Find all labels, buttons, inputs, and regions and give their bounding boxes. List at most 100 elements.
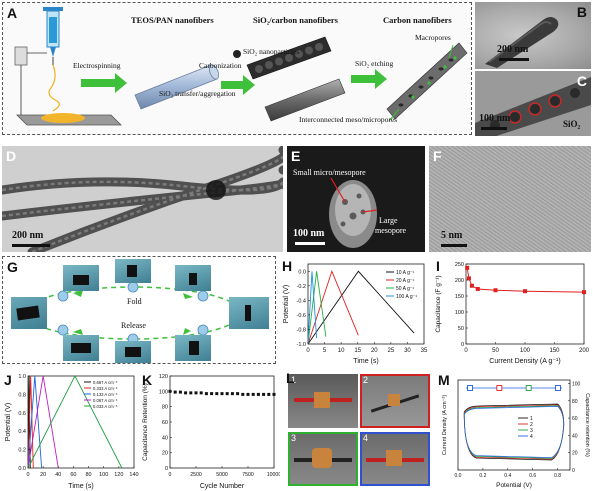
panel-l-photos: L 1 2 3 4 bbox=[284, 370, 434, 490]
chart-i-frame bbox=[465, 263, 585, 345]
chart-m-cv-0 bbox=[463, 403, 565, 461]
chart-k-ytick: 80 bbox=[162, 405, 168, 411]
collector-plate-icon bbox=[16, 113, 122, 126]
photo-number-3: 3 bbox=[291, 433, 297, 443]
chart-k-ytick: 60 bbox=[162, 420, 168, 426]
chart-h-xtick: 30 bbox=[404, 348, 411, 354]
chart-h-ytick: -1.0 bbox=[297, 342, 306, 348]
syringe-icon bbox=[43, 7, 63, 65]
photo-number-2: 2 bbox=[363, 375, 369, 385]
panel-label-g: G bbox=[7, 259, 18, 275]
panel-a: A bbox=[2, 2, 472, 135]
chart-m-retention-point bbox=[525, 385, 532, 391]
chart-i-ytick: 250 bbox=[455, 262, 464, 268]
chart-j-ytick: 0.6 bbox=[18, 411, 26, 417]
panel-label-l: L bbox=[286, 370, 295, 386]
chart-m-xtick: 0.0 bbox=[455, 473, 462, 479]
panel-label-e: E bbox=[291, 148, 301, 164]
fold-photo-6 bbox=[175, 335, 211, 361]
chart-j-series-1 bbox=[27, 375, 34, 469]
step-electrospinning: Electrospinning bbox=[73, 61, 121, 70]
chart-m-ytick-right: 40 bbox=[572, 433, 578, 439]
chart-k-point bbox=[220, 392, 224, 396]
label-fold: Fold bbox=[127, 297, 142, 306]
chart-k-frame bbox=[169, 375, 275, 469]
photo-number-4: 4 bbox=[363, 433, 369, 443]
chart-j-xtick: 40 bbox=[55, 472, 61, 478]
fiber-end-drawing bbox=[329, 177, 378, 248]
chart-m-frame bbox=[457, 379, 571, 471]
chart-k-point bbox=[256, 392, 260, 396]
chart-m-ytick-right: 20 bbox=[572, 451, 578, 457]
chart-m-ytick-right: 60 bbox=[572, 416, 578, 422]
fold-photo-7 bbox=[115, 341, 151, 363]
chart-h-series-1 bbox=[307, 269, 359, 345]
label-nanoparticles: SiO₂ nanoparticles bbox=[243, 47, 300, 56]
chart-h-legend-entry: 20 A g⁻¹ bbox=[396, 278, 415, 284]
fold-photo-4 bbox=[175, 265, 211, 291]
panel-b-micrograph: B 200 nm bbox=[475, 2, 591, 69]
label-interconnected: Interconnected meso/micropores bbox=[299, 115, 398, 124]
chart-i-ytick: 100 bbox=[455, 310, 464, 316]
chart-i-xtick: 200 bbox=[579, 348, 590, 354]
chart-i-point bbox=[469, 283, 474, 288]
chart-m-cv-2 bbox=[463, 405, 565, 459]
chart-m-ytick-right: 100 bbox=[572, 381, 581, 387]
chart-m-legend-entry: 3 bbox=[530, 428, 533, 434]
chart-k-point bbox=[225, 392, 229, 396]
scalebar-b-text: 200 nm bbox=[497, 44, 529, 55]
arrow-etching bbox=[351, 69, 387, 89]
chart-i-xtick: 100 bbox=[520, 348, 531, 354]
chart-i-point bbox=[466, 276, 471, 281]
chart-h-frame bbox=[307, 263, 425, 345]
chart-j-xtick: 0 bbox=[26, 472, 29, 478]
device-photo-1: 1 bbox=[288, 374, 358, 428]
chart-k-xtick: 2500 bbox=[190, 472, 202, 478]
chart-j-legend-entry: 0.667 A cm⁻³ bbox=[93, 380, 118, 385]
chart-j-series-4 bbox=[27, 375, 123, 469]
chart-k-point bbox=[251, 392, 255, 396]
chart-k-point bbox=[173, 390, 177, 394]
label-small-pore: Small micro/mesopore bbox=[293, 168, 366, 177]
scalebar-e bbox=[295, 242, 325, 245]
title-sio2-carbon: SiO₂/carbon nanofibers bbox=[253, 15, 338, 25]
device-photo-4: 4 bbox=[360, 432, 430, 486]
label-release: Release bbox=[121, 321, 146, 330]
fold-photo-8 bbox=[63, 335, 99, 361]
panel-label-a: A bbox=[7, 5, 18, 21]
step-transfer: SiO₂ transfer/aggregation bbox=[159, 89, 236, 98]
chart-m-retention-point bbox=[467, 385, 473, 391]
title-teos-pan: TEOS/PAN nanofibers bbox=[131, 15, 214, 25]
panel-label-b: B bbox=[576, 4, 587, 20]
chart-k-xtick: 10000 bbox=[267, 472, 280, 478]
chart-h-xtick: 5 bbox=[323, 348, 327, 354]
panel-c-micrograph: C 100 nm SiO₂ bbox=[475, 71, 591, 136]
panel-label-m: M bbox=[438, 372, 450, 388]
fold-photo-5 bbox=[229, 297, 269, 329]
photo-number-1: 1 bbox=[291, 375, 297, 385]
chart-h-xtick: 35 bbox=[421, 348, 428, 354]
fiber-tip-drawing bbox=[485, 17, 559, 68]
scalebar-f bbox=[441, 244, 467, 247]
chart-h-series-3 bbox=[307, 271, 318, 345]
chart-h-series-0 bbox=[307, 270, 415, 345]
chart-j-xtick: 80 bbox=[86, 472, 92, 478]
chart-k-xtick: 7500 bbox=[242, 472, 254, 478]
teos-pan-fiber bbox=[134, 64, 220, 110]
chart-k-point bbox=[241, 392, 245, 396]
fold-photo-1 bbox=[11, 297, 47, 329]
chart-m-retention-point bbox=[496, 385, 503, 391]
chart-k-point bbox=[215, 392, 219, 396]
chart-k-point bbox=[178, 390, 182, 394]
label-large-pore-1: Large bbox=[379, 216, 398, 225]
chart-i-point bbox=[582, 290, 586, 295]
chart-i-point bbox=[465, 265, 470, 270]
title-carbon: Carbon nanofibers bbox=[383, 15, 452, 25]
chart-k-ytick: 0 bbox=[165, 466, 168, 472]
panel-label-d: D bbox=[6, 148, 17, 164]
chart-i-point bbox=[523, 289, 527, 294]
chart-k-ytick: 20 bbox=[162, 451, 168, 457]
chart-m-legend-entry: 2 bbox=[530, 422, 533, 428]
chart-j-xtick: 60 bbox=[70, 472, 76, 478]
